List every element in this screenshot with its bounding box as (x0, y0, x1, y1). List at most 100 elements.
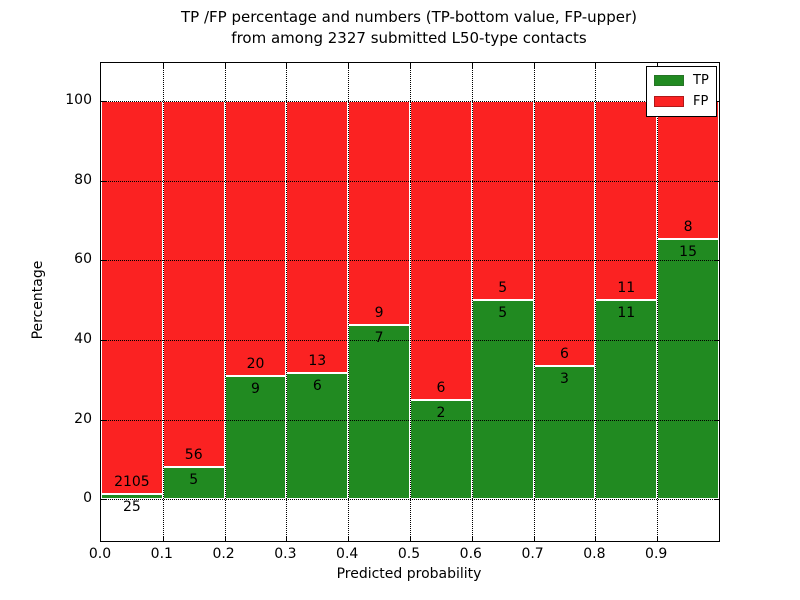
x-tick-label: 0.9 (645, 546, 668, 562)
bar-segment-tp (286, 373, 349, 500)
tp-legend-swatch-icon (654, 75, 684, 86)
gridline-vertical (162, 63, 164, 541)
legend-entry-fp: FP (647, 91, 716, 112)
gridline-horizontal (101, 499, 719, 501)
bar-segment-fp (471, 100, 534, 300)
y-tick-label: 40 (74, 330, 92, 347)
x-tick-mark (224, 536, 226, 541)
bar-segment-tp (410, 399, 472, 500)
bar-label-tp: 5 (189, 471, 199, 488)
x-tick-label: 0.5 (397, 546, 421, 562)
y-tick-mark (101, 180, 106, 182)
x-tick-label: 0.7 (521, 546, 544, 562)
gridline-vertical (286, 63, 288, 541)
bar-segment-fp (101, 100, 163, 495)
bar-label-tp: 15 (679, 244, 697, 261)
gridline-vertical (533, 63, 535, 541)
bar-segment-fp (657, 100, 719, 240)
bar-segment-tp (101, 494, 163, 500)
fp-legend-swatch-icon (654, 96, 684, 107)
y-tick-mark (714, 339, 719, 341)
x-tick-mark (533, 536, 535, 541)
y-tick-label: 80 (74, 171, 92, 188)
bar-segment-fp (595, 100, 658, 300)
bar-label-tp: 2 (436, 404, 446, 421)
x-tick-mark (595, 536, 597, 541)
y-tick-mark (714, 499, 719, 501)
bar-label-fp: 8 (683, 219, 693, 236)
x-tick-label: 0.4 (336, 546, 359, 562)
bar-segment-fp (533, 100, 596, 367)
x-tick-mark (348, 536, 350, 541)
x-tick-mark (286, 63, 288, 68)
x-tick-label: 0.8 (583, 546, 606, 562)
gridline-vertical (471, 63, 473, 541)
x-tick-label: 0.1 (150, 546, 173, 562)
gridline-vertical (348, 63, 350, 541)
bar-label-tp: 5 (498, 305, 508, 321)
bar-label-fp: 2105 (114, 474, 150, 491)
x-tick-mark (595, 63, 597, 68)
legend-label-fp: FP (693, 94, 709, 109)
chart-title: TP /FP percentage and numbers (TP-bottom… (100, 7, 718, 49)
legend-label-tp: TP (693, 73, 709, 88)
gridline-vertical (224, 63, 226, 541)
y-tick-mark (714, 419, 719, 421)
bar-segment-fp (224, 100, 287, 376)
bar-segment-tp (162, 466, 225, 500)
x-tick-mark (533, 63, 535, 68)
x-tick-label: 0.0 (88, 546, 112, 562)
bar-segment-tp (471, 300, 534, 500)
y-tick-mark (101, 419, 106, 421)
bar-label-fp: 6 (436, 379, 446, 396)
bar-label-tp: 11 (617, 305, 636, 321)
bar-segment-fp (348, 100, 410, 325)
gridline-horizontal (101, 419, 719, 421)
y-tick-mark (101, 260, 106, 262)
bar-segment-tp (348, 324, 410, 500)
x-tick-label: 0.2 (212, 546, 235, 562)
x-tick-mark (471, 536, 473, 541)
gridline-vertical (595, 63, 597, 541)
bar-label-fp: 9 (374, 304, 384, 321)
bar-label-fp: 5 (498, 280, 508, 296)
y-tick-mark (101, 339, 106, 341)
bar-label-tp: 9 (251, 380, 260, 397)
gridline-horizontal (101, 339, 719, 341)
x-tick-label: 0.6 (459, 546, 482, 562)
bar-label-fp: 56 (184, 446, 203, 463)
x-tick-mark (162, 536, 164, 541)
gridline-vertical (657, 63, 659, 541)
y-tick-label: 20 (74, 410, 92, 427)
x-axis-label: Predicted probability (336, 566, 482, 582)
bar-label-fp: 11 (617, 280, 636, 296)
bar-label-fp: 13 (308, 353, 327, 370)
x-tick-label: 0.3 (274, 546, 297, 562)
bar-segment-tp (595, 300, 658, 500)
gridline-horizontal (101, 100, 719, 102)
y-tick-mark (714, 260, 719, 262)
gridline-vertical (410, 63, 411, 541)
y-tick-mark (714, 180, 719, 182)
y-tick-label: 0 (83, 490, 92, 507)
y-tick-label: 100 (65, 91, 92, 108)
bar-segment-fp (162, 100, 225, 467)
bar-segment-tp (657, 239, 719, 500)
x-tick-mark (162, 63, 164, 68)
bar-label-tp: 6 (312, 378, 322, 395)
y-tick-mark (101, 499, 106, 501)
legend: TP FP (646, 66, 717, 117)
y-tick-label: 60 (74, 251, 92, 268)
bar-label-fp: 6 (560, 346, 569, 363)
y-axis-label: Percentage (30, 260, 46, 340)
bar-label-tp: 7 (374, 329, 384, 346)
x-tick-mark (348, 63, 350, 68)
legend-entry-tp: TP (647, 70, 716, 91)
bar-label-tp: 3 (560, 371, 569, 388)
x-tick-mark (471, 63, 473, 68)
x-tick-mark (657, 536, 659, 541)
bar-segment-fp (286, 100, 349, 374)
x-tick-mark (286, 536, 288, 541)
x-tick-mark (410, 536, 411, 541)
